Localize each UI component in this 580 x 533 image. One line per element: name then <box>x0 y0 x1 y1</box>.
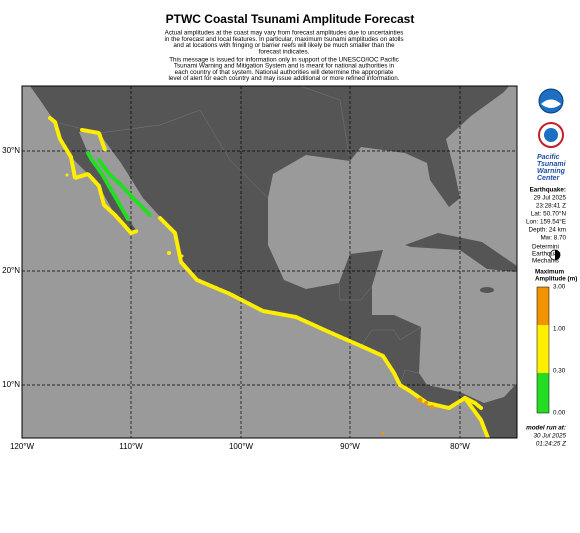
legend-high <box>537 287 549 325</box>
note-line: Tsunami Warning and Mitigation System an… <box>174 63 395 70</box>
ptwc-line: Tsunami <box>537 161 567 168</box>
legend-level: 3.00 <box>553 284 566 291</box>
legend-title: Maximum <box>535 269 564 276</box>
earthquake-depth: Depth: 24 km <box>529 227 566 234</box>
latitude-label: 30°N <box>2 146 20 155</box>
ptwc-line: Warning <box>537 168 566 175</box>
note-line: and at locations with fringing or barrie… <box>173 42 395 49</box>
legend-level: 0.30 <box>553 368 566 375</box>
high-forecast <box>381 397 434 435</box>
longitude-label: 120°W <box>10 442 35 451</box>
title: PTWC Coastal Tsunami Amplitude Forecast <box>166 12 415 26</box>
note-line: This message is issued for information o… <box>169 56 399 63</box>
model-run-line: model run at: <box>526 425 566 432</box>
islands <box>65 173 184 258</box>
legend-low <box>537 373 549 413</box>
note-line: Actual amplitudes at the coast may vary … <box>165 30 404 37</box>
model-run-line: 01:24:25 Z <box>536 441 567 448</box>
model-run-line: 30 Jul 2025 <box>533 433 566 440</box>
longitude-labels: 120°W 110°W 100°W 90°W 80°W <box>10 442 470 451</box>
note-line: in the forecast and local features. In p… <box>164 36 403 43</box>
mechanism-line: Determini <box>532 244 559 251</box>
latitude-label: 10°N <box>2 380 20 389</box>
nws-logo-inner <box>544 128 558 142</box>
legend-title: Amplitude (m) <box>535 276 577 283</box>
latitude-label: 20°N <box>2 266 20 275</box>
earthquake-heading: Earthquake: <box>530 187 566 194</box>
map-frame <box>21 85 518 439</box>
legend-level: 0.00 <box>553 410 566 417</box>
earthquake-magnitude: Mw: 8.70 <box>540 235 566 242</box>
mechanism-line: Mechanis <box>532 258 559 265</box>
beachball-half <box>555 250 560 260</box>
earthquake-lon: Lon: 159.54°E <box>526 218 566 226</box>
land <box>30 86 517 438</box>
earthquake-date: 29 Jul 2025 <box>533 195 566 202</box>
ptwc-line: Pacific <box>537 154 560 161</box>
latitude-labels: 30°N 20°N 10°N <box>2 146 20 389</box>
legend-level: 1.00 <box>553 326 566 333</box>
notes: Actual amplitudes at the coast may vary … <box>164 30 403 82</box>
longitude-label: 90°W <box>340 442 360 451</box>
legend-frame <box>536 286 550 414</box>
longitude-label: 100°W <box>229 442 254 451</box>
note-line: forecast indicates. <box>259 48 310 55</box>
earthquake-lat: Lat: 50.70°N <box>531 210 567 218</box>
map <box>22 86 517 438</box>
ptwc-line: Center <box>537 175 560 182</box>
mechanism-line: Earthquak <box>532 251 562 258</box>
longitude-label: 80°W <box>450 442 470 451</box>
noaa-logo-wave <box>541 99 561 108</box>
cuba <box>405 233 517 272</box>
earthquake-time: 23:28:41 Z <box>536 203 566 210</box>
note-line: each country of that system. National au… <box>175 69 394 76</box>
note-line: level of alert for each country and may … <box>168 75 399 82</box>
longitude-label: 110°W <box>119 442 143 451</box>
coastal-forecast <box>48 116 490 438</box>
legend-mid <box>537 325 549 373</box>
jamaica <box>480 287 494 293</box>
